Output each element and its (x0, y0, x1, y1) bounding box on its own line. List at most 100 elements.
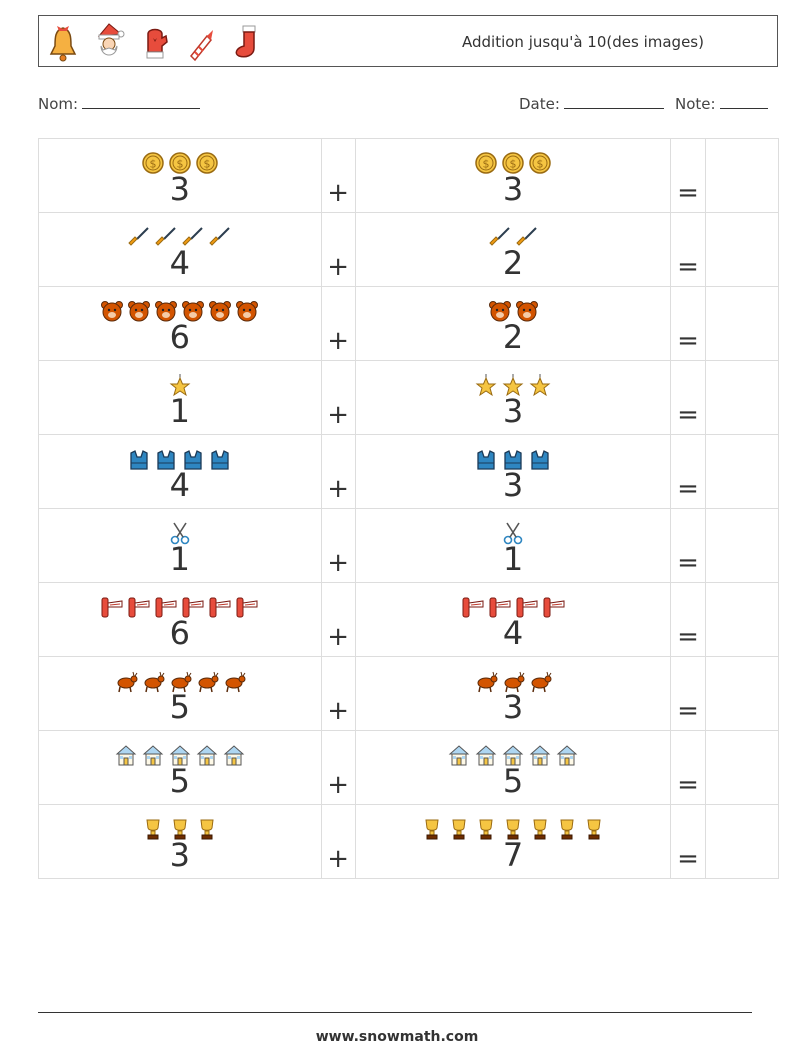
whistle-icon (101, 597, 123, 618)
addend-number: 1 (502, 540, 524, 578)
equals-sign: = (677, 770, 699, 800)
picture-group (39, 373, 321, 397)
svg-text:$: $ (203, 158, 210, 171)
picture-group (356, 299, 671, 323)
trophy-icon (200, 819, 214, 840)
trophy-icon (479, 819, 493, 840)
plus-sign: + (327, 252, 349, 282)
svg-text:$: $ (149, 158, 156, 171)
broom-icon (155, 227, 176, 246)
coin-icon: $ (529, 152, 551, 174)
answer-cell[interactable] (704, 360, 780, 435)
date-field[interactable]: Date: (519, 94, 664, 113)
equals-sign: = (677, 622, 699, 652)
answer-cell[interactable] (704, 582, 780, 657)
trophy-icon (425, 819, 439, 840)
star-ornament-icon (502, 374, 524, 397)
problem-row: $ $ $3 + $ $ $3 = (38, 138, 780, 213)
worksheet-title: Addition jusqu'à 10(des images) (462, 33, 704, 51)
plus-sign: + (327, 326, 349, 356)
reindeer-icon (198, 671, 219, 693)
first-addend-cell: 1 (38, 360, 322, 435)
equals-sign: = (677, 548, 699, 578)
footer-url[interactable]: www.snowmath.com (315, 1029, 479, 1045)
reindeer-icon (225, 671, 246, 693)
house-icon (115, 745, 137, 766)
answer-cell[interactable] (704, 286, 780, 361)
equals-sign: = (677, 400, 699, 430)
whistle-icon (128, 597, 150, 618)
plus-sign: + (327, 178, 349, 208)
picture-group (356, 447, 671, 471)
answer-cell[interactable] (704, 508, 780, 583)
plus: + (320, 286, 356, 361)
svg-text:$: $ (483, 158, 490, 171)
bell-icon (49, 26, 77, 62)
plus: + (320, 212, 356, 287)
answer-cell[interactable] (704, 804, 780, 879)
footer-rule (38, 1012, 752, 1013)
second-addend-cell: 5 (354, 730, 672, 805)
broom-icon (488, 227, 510, 246)
coin-icon: $ (142, 152, 164, 174)
trophy-icon (560, 819, 574, 840)
plus-sign: + (327, 844, 349, 874)
svg-text:$: $ (176, 158, 183, 171)
addend-number: 3 (169, 836, 190, 874)
vest-icon (211, 450, 229, 470)
bear-face-icon (209, 301, 232, 322)
reindeer-icon (504, 671, 525, 693)
equals: = (670, 730, 706, 805)
reindeer-icon (144, 671, 165, 693)
coin-icon: $ (196, 152, 218, 174)
second-addend-cell: 2 (354, 286, 672, 361)
picture-group (356, 225, 671, 249)
trophy-icon (533, 819, 547, 840)
grade-field[interactable]: Note: (675, 94, 768, 113)
whistle-icon (236, 597, 258, 618)
first-addend-cell: 5 (38, 730, 322, 805)
addend-number: 4 (169, 244, 190, 282)
trophy-icon (587, 819, 601, 840)
equals: = (670, 360, 706, 435)
plus: + (320, 656, 356, 731)
vest-icon (157, 450, 175, 470)
problem-row: 4 +2 = (38, 212, 780, 287)
picture-group (356, 595, 671, 619)
addend-number: 2 (502, 318, 524, 356)
plus-sign: + (327, 474, 349, 504)
picture-group (356, 743, 671, 767)
first-addend-cell: 1 (38, 508, 322, 583)
equals-sign: = (677, 252, 699, 282)
problem-row: 1 +1 = (38, 508, 780, 583)
first-addend-cell: 4 (38, 212, 322, 287)
broom-icon (128, 227, 149, 246)
problem-row: 3 +7 = (38, 804, 780, 879)
picture-group: $ $ $ (356, 151, 671, 175)
addend-number: 5 (169, 762, 190, 800)
first-addend-cell: 6 (38, 582, 322, 657)
name-field[interactable]: Nom: (38, 94, 201, 113)
problem-row: 5 +5 = (38, 730, 780, 805)
house-icon (223, 745, 245, 766)
answer-cell[interactable] (704, 656, 780, 731)
answer-cell[interactable] (704, 138, 780, 213)
coin-icon: $ (502, 152, 524, 174)
addend-number: 3 (502, 392, 524, 430)
problem-row: 6 +2 = (38, 286, 780, 361)
bear-face-icon (515, 301, 538, 322)
coin-icon: $ (475, 152, 497, 174)
svg-text:$: $ (537, 158, 544, 171)
answer-cell[interactable] (704, 730, 780, 805)
equals: = (670, 138, 706, 213)
star-ornament-icon (475, 374, 497, 397)
answer-cell[interactable] (704, 212, 780, 287)
addend-number: 3 (502, 170, 524, 208)
equals: = (670, 804, 706, 879)
second-addend-cell: 3 (354, 360, 672, 435)
scissors-icon (503, 522, 523, 545)
second-addend-cell: 4 (354, 582, 672, 657)
coin-icon: $ (169, 152, 191, 174)
svg-text:$: $ (510, 158, 517, 171)
answer-cell[interactable] (704, 434, 780, 509)
